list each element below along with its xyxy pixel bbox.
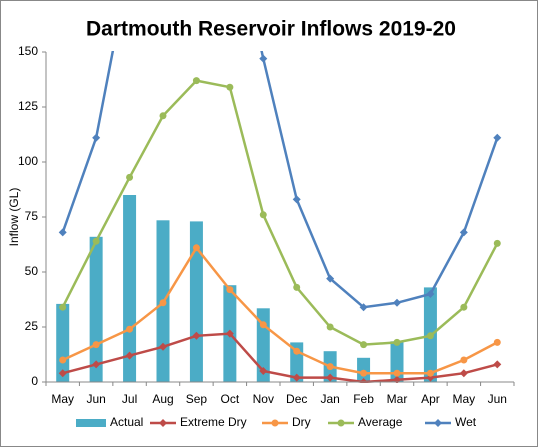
legend-marker xyxy=(434,419,442,427)
legend-label: Wet xyxy=(455,415,477,429)
marker xyxy=(292,195,301,204)
y-tick-label: 125 xyxy=(18,99,38,113)
marker xyxy=(58,228,67,237)
marker xyxy=(226,286,234,294)
y-tick-label: 0 xyxy=(31,374,38,388)
marker xyxy=(259,211,267,219)
marker xyxy=(159,299,167,307)
bar xyxy=(89,236,103,382)
marker xyxy=(192,331,201,340)
bar xyxy=(390,341,404,382)
marker xyxy=(426,332,434,340)
line xyxy=(61,79,499,346)
marker xyxy=(460,303,468,311)
y-tick-label: 25 xyxy=(25,319,39,333)
y-tick-label: 150 xyxy=(18,44,38,58)
marker xyxy=(59,356,67,364)
marker xyxy=(192,244,200,252)
x-tick-label: Apr xyxy=(421,392,440,406)
legend-label: Dry xyxy=(292,415,311,429)
legend-marker xyxy=(159,419,167,427)
marker xyxy=(58,369,67,378)
marker xyxy=(92,341,100,349)
marker xyxy=(393,369,401,377)
y-tick-label: 75 xyxy=(25,209,39,223)
line xyxy=(61,51,499,309)
marker xyxy=(493,338,501,346)
marker xyxy=(360,341,368,349)
marker xyxy=(326,274,335,283)
marker xyxy=(459,228,468,237)
marker xyxy=(359,303,368,312)
marker xyxy=(293,283,301,291)
x-tick-label: Jun xyxy=(86,392,105,406)
x-tick-label: Aug xyxy=(152,392,173,406)
x-tick-label: Jun xyxy=(488,392,507,406)
x-tick-label: Jan xyxy=(320,392,339,406)
marker xyxy=(493,239,501,247)
marker xyxy=(59,303,67,311)
x-tick-label: Nov xyxy=(253,392,274,406)
x-tick-label: Jul xyxy=(122,392,137,406)
marker xyxy=(292,373,301,382)
marker xyxy=(393,338,401,346)
marker xyxy=(326,363,334,371)
marker xyxy=(293,347,301,355)
marker xyxy=(459,369,468,378)
x-tick-label: Oct xyxy=(221,392,240,406)
legend-label: Average xyxy=(358,415,403,429)
marker xyxy=(393,375,401,383)
bar xyxy=(123,195,137,382)
bar xyxy=(56,303,70,382)
marker xyxy=(159,342,167,351)
marker xyxy=(426,369,434,377)
marker xyxy=(360,369,368,377)
legend-marker xyxy=(337,419,345,427)
line xyxy=(62,245,498,375)
y-tick-label: 100 xyxy=(18,154,38,168)
chart-title: Dartmouth Reservoir Inflows 2019-20 xyxy=(86,18,456,41)
marker xyxy=(493,360,502,369)
marker xyxy=(326,373,335,382)
x-tick-label: May xyxy=(453,392,476,406)
marker xyxy=(225,329,234,338)
marker xyxy=(92,237,100,245)
marker xyxy=(460,356,468,364)
marker xyxy=(126,325,134,333)
marker xyxy=(393,298,401,307)
marker xyxy=(192,77,200,85)
legend-label: Extreme Dry xyxy=(180,415,247,429)
marker xyxy=(426,290,435,298)
marker xyxy=(326,323,334,331)
x-tick-label: Mar xyxy=(387,392,408,406)
y-axis-label: Inflow (GL) xyxy=(7,188,21,247)
marker xyxy=(159,112,167,120)
marker xyxy=(226,83,234,91)
marker xyxy=(493,133,502,142)
marker xyxy=(125,351,134,360)
line xyxy=(62,332,498,383)
marker xyxy=(259,54,268,63)
legend-marker xyxy=(271,419,279,427)
bar xyxy=(189,221,203,382)
marker xyxy=(259,367,268,375)
x-tick-label: Sep xyxy=(186,392,208,406)
marker xyxy=(92,360,101,369)
x-tick-label: May xyxy=(51,392,74,406)
y-tick-label: 50 xyxy=(25,264,39,278)
marker xyxy=(126,173,134,181)
legend-label: Actual xyxy=(110,415,143,429)
marker xyxy=(92,133,101,142)
marker xyxy=(259,321,267,329)
plot-area xyxy=(56,51,502,383)
x-tick-label: Dec xyxy=(286,392,307,406)
legend-swatch xyxy=(76,419,106,427)
x-tick-label: Feb xyxy=(353,392,374,406)
